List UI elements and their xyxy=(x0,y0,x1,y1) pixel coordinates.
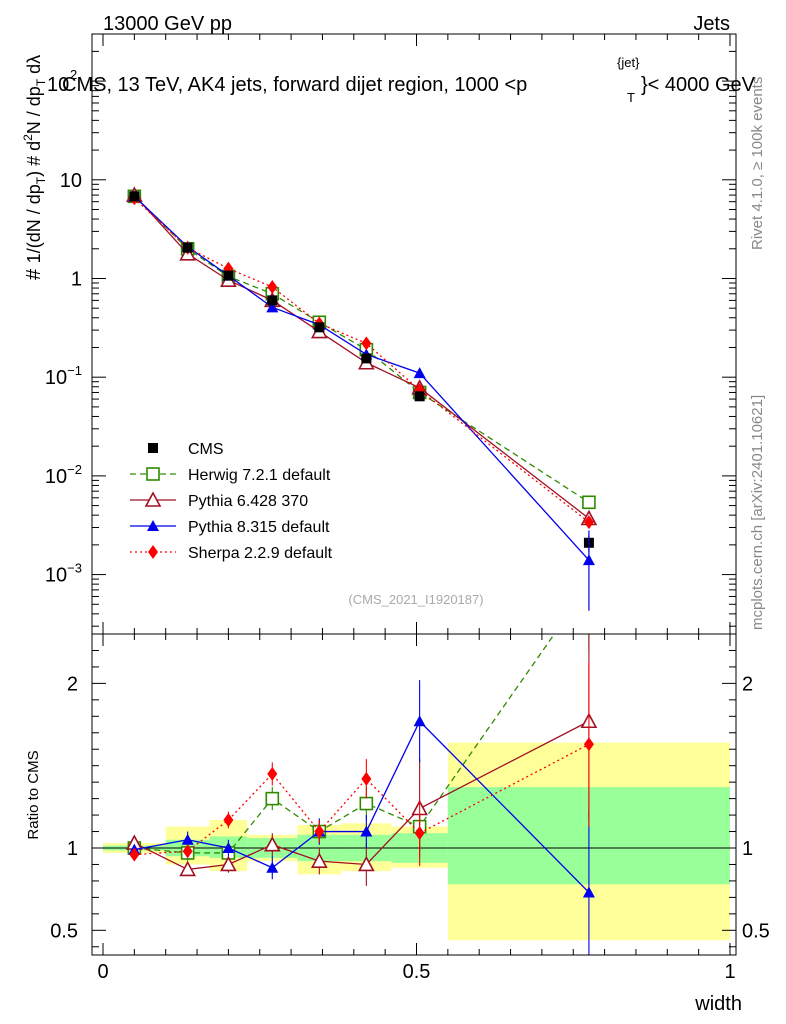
ratio-point-3-3 xyxy=(267,766,278,781)
ratio-point-3-6 xyxy=(414,826,425,841)
legend-label-4: Sherpa 2.2.9 default xyxy=(188,545,333,562)
legend-item-cms: CMS xyxy=(148,441,224,458)
x-tick-label-0.5: 0.5 xyxy=(403,961,431,983)
title-main: CMS, 13 TeV, AK4 jets, forward dijet reg… xyxy=(62,74,527,96)
plot-title: 10 2 CMS, 13 TeV, AK4 jets, forward dije… xyxy=(47,55,756,105)
ratio-tick-label-left-0.5: 0.5 xyxy=(50,920,78,942)
main-point-3-5 xyxy=(361,336,372,351)
ratio-point-3-2 xyxy=(223,813,234,828)
rivet-label: Rivet 4.1.0, ≥ 100k events xyxy=(749,77,766,250)
y-tick-label-1: 1 xyxy=(71,268,82,290)
ratio-line-1 xyxy=(134,720,590,871)
x-axis-label: width xyxy=(694,993,742,1015)
header-left: 13000 GeV pp xyxy=(103,13,232,35)
series-herwig-7-2-1-default xyxy=(127,189,596,510)
title-sup: {jet} xyxy=(617,55,640,70)
data-point-3 xyxy=(267,295,278,306)
data-point-5 xyxy=(361,353,372,364)
series-layer xyxy=(126,186,598,955)
title-overlap-sup: 2 xyxy=(70,67,77,82)
data-point-0 xyxy=(129,191,140,202)
legend-label-2: Pythia 6.428 370 xyxy=(188,493,308,510)
ratio-point-2-2 xyxy=(222,842,235,853)
legend-marker-3 xyxy=(147,520,159,531)
ratio-point-2-6 xyxy=(413,715,426,727)
legend-label-1: Herwig 7.2.1 default xyxy=(188,467,331,484)
legend-item-herwig-7-2-1-default: Herwig 7.2.1 default xyxy=(130,467,331,484)
ratio-tick-label-right-1: 1 xyxy=(742,838,753,860)
ratio-point-3-7 xyxy=(583,737,594,752)
data-point-6 xyxy=(414,391,425,402)
analysis-watermark: (CMS_2021_I1920187) xyxy=(348,592,483,607)
ratio-point-1-4 xyxy=(310,852,328,868)
ratio-point-0-5 xyxy=(359,796,374,811)
main-point-0-7 xyxy=(582,495,596,510)
legend-marker-4 xyxy=(148,545,158,559)
main-point-3-7 xyxy=(583,515,594,530)
main-frame xyxy=(91,33,737,635)
data-point-2 xyxy=(223,270,234,281)
main-y-label-text: # 1/(dN / dpT) # d2N / dpT dλ xyxy=(21,55,48,280)
ratio-point-2-3 xyxy=(266,861,279,873)
ratio-line-2 xyxy=(134,720,590,893)
ratio-series-3 xyxy=(129,661,594,867)
main-line-3 xyxy=(133,197,590,523)
ratio-point-3-1 xyxy=(182,844,193,859)
main-point-2-3 xyxy=(266,301,279,313)
ratio-y-axis-label: Ratio to CMS xyxy=(25,750,42,839)
title-end: }< 4000 GeV xyxy=(641,74,756,96)
main-y-axis-label: # 1/(dN / dpT) # d2N / dpT dλ xyxy=(21,55,48,280)
legend-marker-2 xyxy=(144,491,162,507)
ratio-point-2-7 xyxy=(582,886,595,898)
axes-layer: 0 0.5 1 10−3 10−2 10−1 1 10 0.5 0.5 1 1 2 2 xyxy=(45,33,770,983)
ratio-point-1-3 xyxy=(263,836,281,852)
y-tick-label-0.001: 10−3 xyxy=(45,561,82,587)
legend: CMS Herwig 7.2.1 default Pythia 6.428 370 P… xyxy=(130,441,333,562)
data-point-1 xyxy=(182,242,193,253)
header-right: Jets xyxy=(693,13,730,35)
ratio-point-3-0 xyxy=(129,847,140,862)
y-tick-label-0.1: 10−1 xyxy=(45,363,82,389)
ratio-tick-label-left-2: 2 xyxy=(67,673,78,695)
ratio-point-3-4 xyxy=(314,824,325,839)
title-overlap: 10 xyxy=(47,74,69,96)
legend-item-sherpa-2-2-9-default: Sherpa 2.2.9 default xyxy=(130,545,333,562)
main-point-2-6 xyxy=(413,367,426,379)
ratio-point-2-5 xyxy=(360,825,373,837)
ratio-tick-label-right-0.5: 0.5 xyxy=(742,920,770,942)
legend-item-pythia-6-428-370: Pythia 6.428 370 xyxy=(130,491,308,510)
main-point-3-3 xyxy=(267,279,278,294)
legend-marker-0 xyxy=(148,443,158,453)
legend-label-3: Pythia 8.315 default xyxy=(188,519,330,536)
ratio-point-0-3 xyxy=(265,791,280,806)
legend-item-pythia-8-315-default: Pythia 8.315 default xyxy=(130,519,330,536)
series-cms-data xyxy=(129,191,594,611)
ratio-tick-label-left-1: 1 xyxy=(67,838,78,860)
title-sub: T xyxy=(627,90,635,105)
ratio-line-3 xyxy=(134,743,590,856)
x-tick-label-0: 0 xyxy=(97,961,108,983)
mcplots-label: mcplots.cern.ch [arXiv:2401.10621] xyxy=(749,395,766,630)
ratio-tick-label-right-2: 2 xyxy=(742,673,753,695)
ratio-point-2-1 xyxy=(181,833,194,845)
legend-label-0: CMS xyxy=(188,441,224,458)
ratio-point-1-2 xyxy=(220,855,237,872)
ratio-frame xyxy=(91,633,737,956)
ratio-point-1-1 xyxy=(179,860,196,877)
y-tick-label-0.01: 10−2 xyxy=(45,462,82,488)
x-tick-label-1: 1 xyxy=(724,961,735,983)
ratio-point-1-5 xyxy=(358,855,375,872)
legend-marker-1 xyxy=(146,467,160,481)
y-tick-label-10: 10 xyxy=(60,170,82,192)
ratio-point-3-5 xyxy=(361,771,372,786)
data-point-4 xyxy=(314,322,325,333)
